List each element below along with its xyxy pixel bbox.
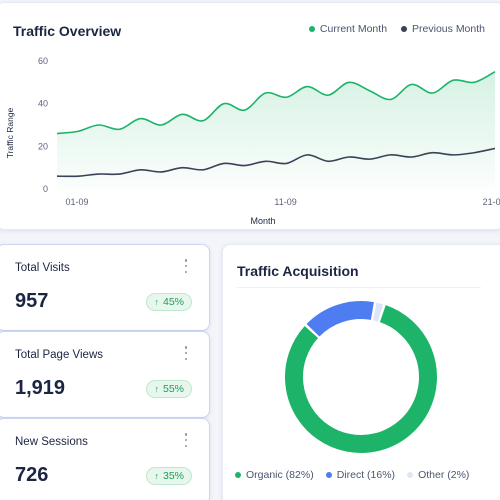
- change-value: 55%: [162, 383, 184, 395]
- legend-label: Other (2%): [418, 469, 470, 481]
- kpi-value: 957: [15, 290, 49, 312]
- legend-dot-icon: [325, 472, 332, 478]
- legend-dot-icon: [407, 472, 414, 478]
- legend-current-month[interactable]: Current Month: [308, 23, 388, 35]
- x-axis-label: Month: [250, 216, 275, 226]
- change-badge: ↑ 55%: [146, 380, 192, 398]
- legend-previous-month[interactable]: Previous Month: [401, 23, 485, 35]
- divider: [237, 287, 481, 288]
- legend-direct[interactable]: Direct (16%): [325, 469, 396, 481]
- legend-other[interactable]: Other (2%): [407, 469, 469, 481]
- y-tick-label: 60: [38, 56, 48, 66]
- kpi-value: 1,919: [15, 377, 66, 399]
- chart-legend: Current Month Previous Month: [308, 23, 485, 35]
- kpi-label: Total Page Views: [15, 349, 104, 361]
- y-tick-label: 40: [38, 99, 48, 109]
- kpi-value: 726: [15, 464, 49, 486]
- change-value: 45%: [162, 296, 184, 308]
- x-tick-label: 01-09: [65, 197, 88, 207]
- traffic-overview-card: Traffic Overview Current Month Previous …: [0, 2, 500, 230]
- change-value: 35%: [162, 470, 184, 482]
- legend-label: Organic (82%): [246, 469, 314, 481]
- legend-label: Current Month: [319, 23, 388, 35]
- kpi-card-total-visits: Total Visits 957 ↑ 45%: [0, 244, 210, 331]
- traffic-overview-title: Traffic Overview: [13, 23, 122, 39]
- legend-dot-icon: [308, 26, 315, 32]
- donut-slice-other[interactable]: [372, 302, 384, 322]
- legend-dot-icon: [401, 26, 408, 32]
- donut-slice-organic[interactable]: [285, 305, 437, 453]
- change-badge: ↑ 45%: [146, 293, 192, 311]
- kpi-card-new-sessions: New Sessions 726 ↑ 35%: [0, 418, 210, 500]
- legend-dot-icon: [235, 472, 241, 478]
- x-tick-label: 11-09: [274, 197, 296, 207]
- y-tick-label: 0: [43, 184, 48, 194]
- y-tick-label: 20: [38, 141, 48, 151]
- more-options-icon[interactable]: [184, 433, 188, 447]
- acquisition-donut-chart: [285, 301, 437, 453]
- acquisition-legend: Organic (82%) Direct (16%) Other (2%): [235, 469, 469, 481]
- arrow-up-icon: ↑: [154, 297, 159, 307]
- traffic-acquisition-title: Traffic Acquisition: [237, 263, 359, 279]
- kpi-label: Total Visits: [15, 262, 70, 274]
- series-area-current-month: [57, 71, 495, 189]
- series-line-current-month[interactable]: [56, 70, 496, 135]
- traffic-acquisition-card: Traffic Acquisition Organic (82%) Direct…: [222, 244, 500, 500]
- donut-slice-direct[interactable]: [306, 301, 374, 337]
- traffic-line-chart: 0 20 40 60 01-09 11-09 21-09 Month Traffic Range: [5, 56, 500, 226]
- kpi-card-total-page-views: Total Page Views 1,919 ↑ 55%: [0, 331, 210, 418]
- more-options-icon[interactable]: [184, 346, 188, 360]
- change-badge: ↑ 35%: [146, 467, 192, 485]
- arrow-up-icon: ↑: [154, 384, 159, 394]
- series-line-previous-month[interactable]: [56, 147, 496, 178]
- y-axis-label: Traffic Range: [5, 107, 15, 158]
- legend-label: Previous Month: [412, 23, 485, 35]
- more-options-icon[interactable]: [184, 259, 188, 273]
- arrow-up-icon: ↑: [154, 471, 159, 481]
- legend-label: Direct (16%): [336, 469, 396, 481]
- kpi-label: New Sessions: [15, 436, 88, 448]
- x-tick-label: 21-09: [483, 197, 500, 207]
- legend-organic[interactable]: Organic (82%): [235, 469, 314, 481]
